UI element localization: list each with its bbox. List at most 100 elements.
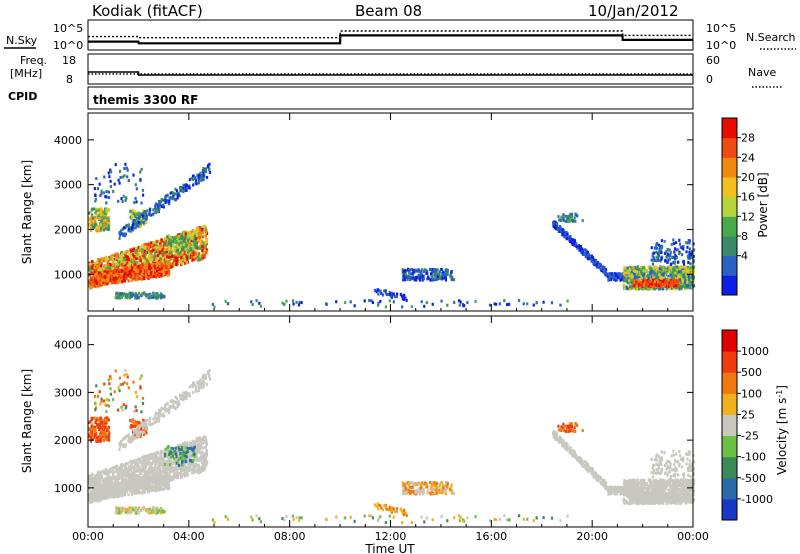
power-cell	[412, 277, 414, 280]
power-cell	[678, 252, 680, 255]
power-cell	[121, 280, 123, 283]
power-cell	[406, 299, 408, 302]
power-cell	[181, 189, 183, 192]
power-cell	[689, 262, 691, 265]
power-cell	[199, 229, 201, 232]
nsky-label: N.Sky	[6, 34, 38, 47]
power-cell	[109, 180, 111, 183]
power-cell	[418, 270, 420, 273]
power-cell	[134, 277, 136, 280]
power-cell	[207, 165, 209, 168]
power-cell	[123, 195, 125, 198]
power-cell	[623, 287, 625, 290]
frequency-strip-plot	[88, 72, 693, 75]
power-cell	[96, 265, 98, 268]
power-cell	[157, 249, 159, 252]
power-cell	[666, 261, 668, 264]
power-cell	[173, 245, 175, 248]
power-cell	[118, 296, 120, 299]
power-cell	[123, 274, 125, 277]
power-cell	[126, 167, 128, 170]
power-cell	[154, 246, 156, 249]
power-cell	[92, 279, 94, 282]
power-cell	[192, 253, 194, 256]
power-cell	[574, 240, 576, 243]
power-cell	[412, 270, 414, 273]
power-cell	[103, 228, 105, 231]
power-cell	[97, 269, 99, 272]
power-cell	[194, 235, 196, 238]
power-cell	[123, 261, 125, 264]
power-ylabel: Slant Range [km]	[20, 160, 34, 264]
power-cell	[152, 208, 154, 211]
cpid-label: CPID	[8, 90, 37, 103]
power-cell	[171, 197, 173, 200]
power-cell	[655, 251, 657, 254]
power-cell	[128, 223, 130, 226]
power-cell	[88, 285, 90, 288]
power-cell	[149, 268, 151, 271]
power-cell	[198, 181, 200, 184]
power-cell	[411, 305, 413, 308]
power-cell	[92, 217, 94, 220]
power-cell	[685, 241, 687, 244]
power-cell	[643, 283, 645, 286]
power-cell	[642, 269, 644, 272]
power-cell	[111, 256, 113, 259]
power-cell	[196, 227, 198, 230]
power-cell	[199, 172, 201, 175]
power-cell	[669, 249, 671, 252]
power-cell	[118, 182, 120, 185]
power-cell	[432, 303, 434, 306]
power-cell	[298, 303, 300, 306]
power-cell	[94, 284, 96, 287]
power-cell	[660, 258, 662, 261]
power-cell	[674, 254, 676, 257]
power-cell	[123, 167, 125, 170]
power-cell	[185, 232, 187, 235]
power-cell	[189, 247, 191, 250]
power-cell	[119, 256, 121, 259]
power-cell	[171, 255, 173, 258]
power-cell	[685, 269, 687, 272]
power-cell	[101, 271, 103, 274]
power-cell	[372, 301, 374, 304]
power-cell	[138, 212, 140, 215]
power-cell	[666, 281, 668, 284]
power-cell	[198, 179, 200, 182]
power-cell	[170, 244, 172, 247]
power-cell	[201, 249, 203, 252]
nave-tick-low: 0	[706, 73, 713, 86]
power-cell	[650, 275, 652, 278]
power-cell	[124, 280, 126, 283]
power-cell	[103, 267, 105, 270]
power-cell	[118, 281, 120, 284]
power-cell	[175, 241, 177, 244]
power-cell	[202, 169, 204, 172]
power-cell	[295, 301, 297, 304]
power-cell	[141, 220, 143, 223]
power-cell	[106, 210, 108, 213]
power-cell	[169, 251, 171, 254]
power-cell	[124, 268, 126, 271]
power-cell	[145, 294, 147, 297]
power-cell	[208, 168, 210, 171]
power-cell	[132, 223, 134, 226]
power-cell	[136, 217, 138, 220]
power-cell	[131, 267, 133, 270]
power-cell	[209, 171, 211, 174]
power-cell	[144, 253, 146, 256]
power-cell	[193, 242, 195, 245]
power-cell	[649, 285, 651, 288]
power-cell	[156, 259, 158, 262]
power-cell	[651, 246, 653, 249]
power-cell	[563, 218, 565, 221]
power-cell	[153, 244, 155, 247]
velocity-cell	[205, 446, 207, 449]
power-cell	[107, 257, 109, 260]
power-cell	[258, 302, 260, 305]
power-cell	[405, 273, 407, 276]
power-cell	[197, 255, 199, 258]
power-cell	[109, 263, 111, 266]
power-cell	[409, 268, 411, 271]
